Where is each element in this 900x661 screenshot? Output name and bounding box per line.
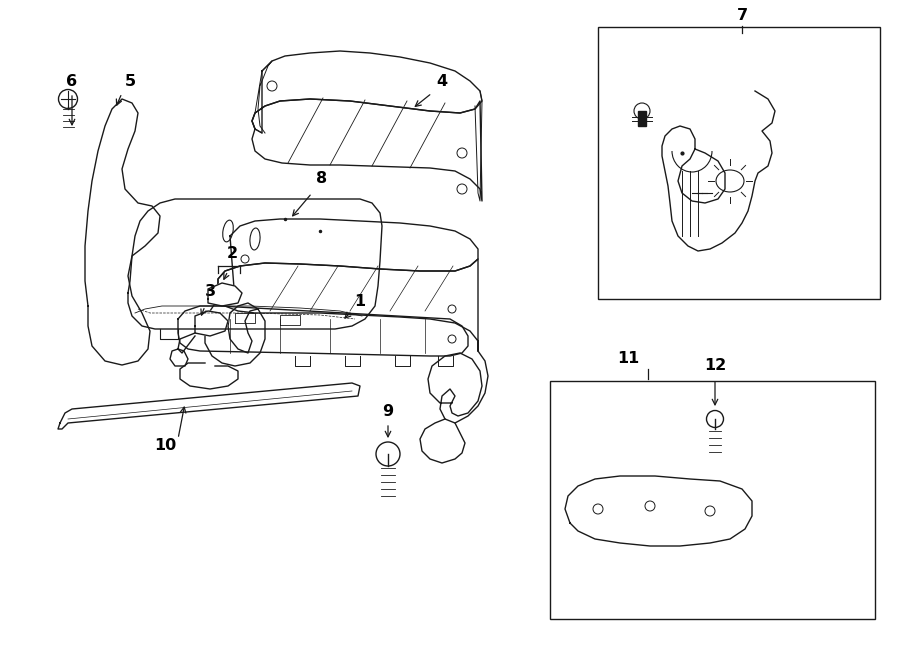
Text: 8: 8: [317, 171, 328, 186]
Text: 1: 1: [355, 294, 365, 309]
Polygon shape: [85, 99, 160, 365]
Text: 11: 11: [616, 351, 639, 366]
Polygon shape: [252, 51, 482, 133]
Polygon shape: [638, 111, 646, 126]
Polygon shape: [252, 99, 482, 201]
Polygon shape: [565, 476, 752, 546]
Bar: [550, 381, 875, 619]
Polygon shape: [178, 306, 468, 356]
Text: 9: 9: [382, 404, 393, 419]
Text: 4: 4: [436, 74, 447, 89]
Text: 10: 10: [154, 438, 176, 453]
Text: 12: 12: [704, 358, 726, 373]
Polygon shape: [218, 219, 478, 301]
Text: 2: 2: [227, 246, 238, 261]
Polygon shape: [128, 199, 382, 329]
Polygon shape: [662, 91, 775, 251]
Polygon shape: [58, 383, 360, 429]
Bar: [598, 27, 880, 299]
Text: 3: 3: [204, 284, 216, 299]
Text: 5: 5: [124, 74, 136, 89]
Polygon shape: [208, 283, 242, 306]
Text: 6: 6: [67, 74, 77, 89]
Polygon shape: [195, 311, 228, 336]
Text: 7: 7: [736, 8, 748, 23]
Polygon shape: [218, 259, 478, 351]
